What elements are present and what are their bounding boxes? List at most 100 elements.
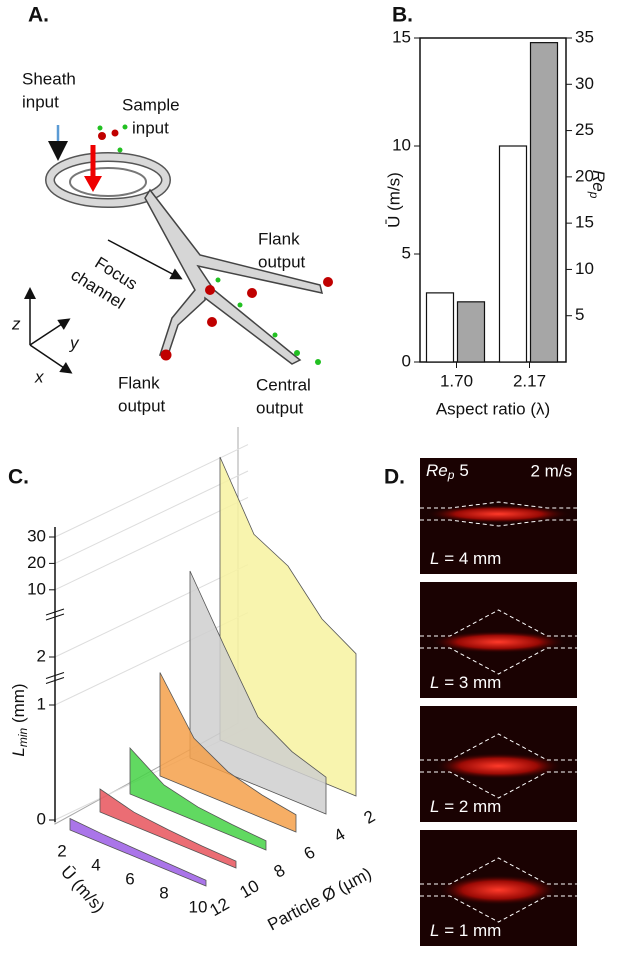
label-part: = 2 mm xyxy=(439,797,501,816)
label: Sheath xyxy=(22,69,76,88)
axis-arrow xyxy=(29,318,71,346)
y-axis-label: Ū (m/s) xyxy=(384,172,403,228)
y-tick-label: 5 xyxy=(402,243,411,262)
y2-tick-label: 10 xyxy=(575,259,594,278)
label-part: L xyxy=(430,673,439,692)
y2-tick-label: 25 xyxy=(575,120,594,139)
image-label: L = 4 mm xyxy=(430,549,501,568)
image-header: Rep 5 xyxy=(426,461,469,482)
image-label: L = 3 mm xyxy=(430,673,501,692)
axis-break xyxy=(45,608,65,621)
channel-outline xyxy=(420,501,577,527)
particle-tick-label: 8 xyxy=(271,861,289,882)
label-part: = 3 mm xyxy=(439,673,501,692)
y2-tick-label: 35 xyxy=(575,27,594,46)
panel-label: C. xyxy=(8,466,29,489)
channel-outline xyxy=(420,857,577,923)
bar xyxy=(498,145,528,363)
x-axis-label: Ū (m/s) xyxy=(57,862,108,916)
axis-name: z xyxy=(11,314,21,333)
y2-tick-label: 30 xyxy=(575,74,594,93)
x-tick-label: 4 xyxy=(91,855,100,874)
z-tick-label: 20 xyxy=(27,553,46,572)
x-tick-label: 10 xyxy=(189,897,208,916)
particles xyxy=(98,129,333,361)
x-axis-label: Aspect ratio (λ) xyxy=(436,399,550,418)
grid-line xyxy=(54,470,249,564)
particle-stream xyxy=(434,753,563,779)
label-part: L xyxy=(430,797,439,816)
particle-stream xyxy=(430,631,567,653)
label: Flank xyxy=(258,229,300,248)
z-tick-label: 0 xyxy=(37,809,46,828)
label-part: = 4 mm xyxy=(439,549,501,568)
particle-tick-label: 6 xyxy=(301,843,319,864)
image-label: L = 1 mm xyxy=(430,921,501,940)
y-tick-label: 15 xyxy=(392,27,411,46)
micrograph: L = 2 mm xyxy=(420,706,577,822)
label-part: min xyxy=(16,727,30,747)
ribbon xyxy=(99,788,237,869)
flow-arrow xyxy=(107,239,183,280)
y-tick-label: 10 xyxy=(392,135,411,154)
label: input xyxy=(132,118,169,137)
grid-line xyxy=(54,496,249,591)
particle-tick-label: 2 xyxy=(361,807,379,828)
bar xyxy=(529,42,559,363)
x-tick-label: 2 xyxy=(57,841,66,860)
label: Sample xyxy=(122,95,180,114)
particle-stream xyxy=(438,875,559,905)
grid-line xyxy=(54,444,249,538)
ribbon xyxy=(129,746,267,851)
axis-name: x xyxy=(34,367,44,386)
x-tick-label: 2.17 xyxy=(513,371,546,390)
particle-tick-label: 12 xyxy=(207,894,233,920)
z-tick-label: 2 xyxy=(37,646,46,665)
label-part: Re xyxy=(589,170,608,192)
z-axis-label: Lmin (mm) xyxy=(9,683,30,756)
label: output xyxy=(118,396,166,415)
y2-tick-label: 15 xyxy=(575,213,594,232)
label-part: L xyxy=(430,549,439,568)
particle-tick-label: 4 xyxy=(331,825,349,846)
y2-tick-label: 5 xyxy=(575,305,584,324)
ring xyxy=(46,153,170,207)
label: Flank xyxy=(118,373,160,392)
panel-label: D. xyxy=(384,466,405,489)
z-tick-label: 30 xyxy=(27,526,46,545)
label: output xyxy=(256,398,304,417)
y-tick-label: 0 xyxy=(402,351,411,370)
label-part: 5 xyxy=(459,461,468,480)
plot-frame xyxy=(419,37,567,363)
label-part: p xyxy=(447,468,455,482)
panel-label: B. xyxy=(392,4,413,27)
label: Central xyxy=(256,375,311,394)
grid-line xyxy=(54,564,249,658)
z-tick-label: 10 xyxy=(27,579,46,598)
label: output xyxy=(258,252,306,271)
ribbon xyxy=(159,672,297,833)
particle-stream xyxy=(426,505,571,523)
axis-arrow xyxy=(29,344,73,374)
x-tick-label: 8 xyxy=(159,883,168,902)
channel-outline xyxy=(420,733,577,799)
label-part: (mm) xyxy=(9,683,28,727)
micrograph: L = 1 mm xyxy=(420,830,577,946)
bar xyxy=(456,301,486,363)
bar xyxy=(425,292,455,363)
micrograph: L = 3 mm xyxy=(420,582,577,698)
label: input xyxy=(22,92,59,111)
channel-outline xyxy=(420,609,577,675)
axis-name: y xyxy=(69,333,80,352)
channel xyxy=(144,188,324,365)
axis-break xyxy=(45,672,65,684)
label-part: Re xyxy=(426,461,448,480)
panel-label: A. xyxy=(28,4,49,27)
image-header: 2 m/s xyxy=(530,461,572,480)
label-part: L xyxy=(9,747,28,756)
ring xyxy=(69,167,147,197)
particle-tick-label: 10 xyxy=(237,876,263,902)
